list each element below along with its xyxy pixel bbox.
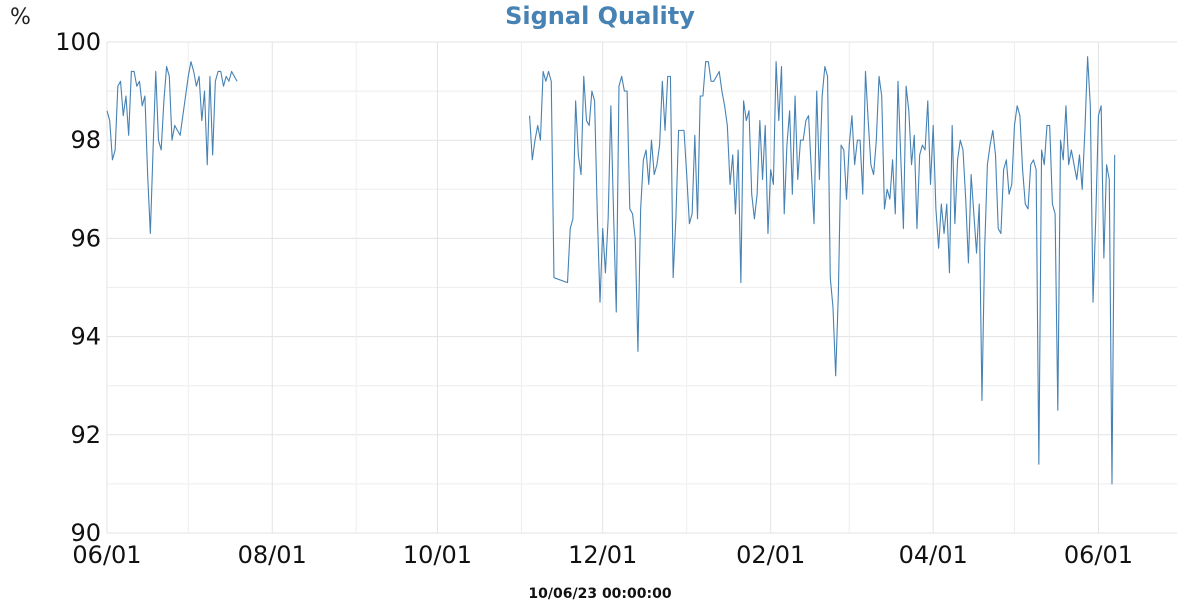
x-tick-label: 06/01: [1064, 541, 1133, 569]
chart-title: Signal Quality: [505, 2, 695, 30]
series-line-1: [106, 61, 238, 235]
y-tick-label: 98: [70, 126, 101, 154]
series-line-2: [529, 56, 1116, 485]
y-tick-label: 92: [70, 421, 101, 449]
grid: [106, 41, 1177, 534]
series-layer: [106, 56, 1116, 485]
axes: 90 92 94 96 98 100 06/01 08/01 10/01 12/01 02/01 04…: [55, 28, 1133, 569]
x-tick-label: 06/01: [72, 541, 141, 569]
x-tick-label: 08/01: [238, 541, 307, 569]
x-tick-label: 12/01: [568, 541, 637, 569]
y-tick-label: 94: [70, 323, 101, 351]
x-axis-footer-label: 10/06/23 00:00:00: [528, 586, 671, 600]
x-tick-label: 10/01: [403, 541, 472, 569]
y-tick-label: 100: [55, 28, 101, 56]
y-axis-unit: %: [10, 5, 31, 30]
y-tick-label: 96: [70, 224, 101, 252]
x-tick-label: 04/01: [899, 541, 968, 569]
y-tick-label: 90: [70, 519, 101, 547]
x-tick-label: 02/01: [736, 541, 805, 569]
